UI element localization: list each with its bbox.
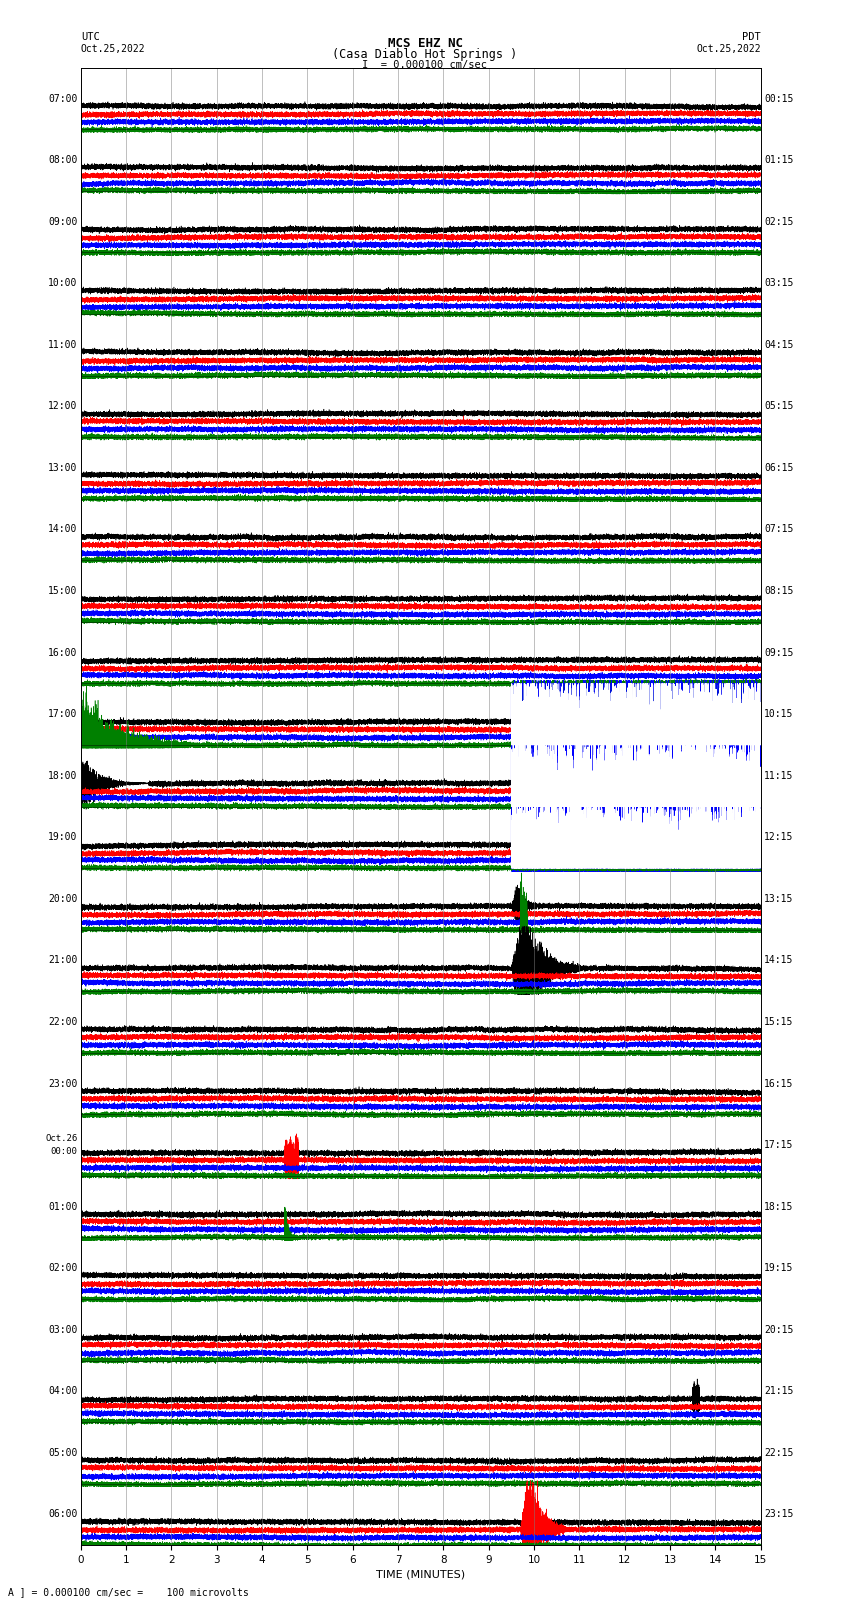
Text: 06:15: 06:15 xyxy=(764,463,794,473)
Text: UTC: UTC xyxy=(81,32,99,42)
Text: 16:00: 16:00 xyxy=(48,647,77,658)
Text: Oct.26: Oct.26 xyxy=(45,1134,77,1144)
Text: 15:15: 15:15 xyxy=(764,1016,794,1027)
Bar xyxy=(512,745,761,806)
Text: 11:15: 11:15 xyxy=(764,771,794,781)
Text: 09:15: 09:15 xyxy=(764,647,794,658)
Text: (Casa Diablo Hot Springs ): (Casa Diablo Hot Springs ) xyxy=(332,48,518,61)
Text: 20:00: 20:00 xyxy=(48,894,77,903)
Text: 23:15: 23:15 xyxy=(764,1510,794,1519)
Text: Oct.25,2022: Oct.25,2022 xyxy=(81,44,145,53)
Text: 16:15: 16:15 xyxy=(764,1079,794,1089)
Text: 14:15: 14:15 xyxy=(764,955,794,966)
Text: 18:15: 18:15 xyxy=(764,1202,794,1211)
Text: 02:15: 02:15 xyxy=(764,216,794,227)
Text: 19:00: 19:00 xyxy=(48,832,77,842)
Text: 12:00: 12:00 xyxy=(48,402,77,411)
Text: 01:15: 01:15 xyxy=(764,155,794,165)
Text: 03:15: 03:15 xyxy=(764,277,794,289)
Text: I  = 0.000100 cm/sec: I = 0.000100 cm/sec xyxy=(362,60,488,69)
Text: 18:00: 18:00 xyxy=(48,771,77,781)
Text: 04:15: 04:15 xyxy=(764,340,794,350)
Text: 17:15: 17:15 xyxy=(764,1140,794,1150)
Text: 13:00: 13:00 xyxy=(48,463,77,473)
Text: 13:15: 13:15 xyxy=(764,894,794,903)
Text: 21:15: 21:15 xyxy=(764,1386,794,1397)
Text: 08:15: 08:15 xyxy=(764,586,794,597)
Text: 09:00: 09:00 xyxy=(48,216,77,227)
Text: 06:00: 06:00 xyxy=(48,1510,77,1519)
Text: 07:15: 07:15 xyxy=(764,524,794,534)
Text: 04:00: 04:00 xyxy=(48,1386,77,1397)
Bar xyxy=(512,684,761,745)
Text: A ] = 0.000100 cm/sec =    100 microvolts: A ] = 0.000100 cm/sec = 100 microvolts xyxy=(8,1587,249,1597)
Text: 08:00: 08:00 xyxy=(48,155,77,165)
Text: 22:15: 22:15 xyxy=(764,1448,794,1458)
Text: 07:00: 07:00 xyxy=(48,94,77,103)
Text: 12:15: 12:15 xyxy=(764,832,794,842)
X-axis label: TIME (MINUTES): TIME (MINUTES) xyxy=(377,1569,465,1579)
Text: 17:00: 17:00 xyxy=(48,710,77,719)
Text: 14:00: 14:00 xyxy=(48,524,77,534)
Text: 05:00: 05:00 xyxy=(48,1448,77,1458)
Text: 01:00: 01:00 xyxy=(48,1202,77,1211)
Text: 10:00: 10:00 xyxy=(48,277,77,289)
Text: 23:00: 23:00 xyxy=(48,1079,77,1089)
Text: 22:00: 22:00 xyxy=(48,1016,77,1027)
Text: 05:15: 05:15 xyxy=(764,402,794,411)
Text: 11:00: 11:00 xyxy=(48,340,77,350)
Text: 02:00: 02:00 xyxy=(48,1263,77,1273)
Text: PDT: PDT xyxy=(742,32,761,42)
Text: 10:15: 10:15 xyxy=(764,710,794,719)
Text: 03:00: 03:00 xyxy=(48,1324,77,1336)
Text: 20:15: 20:15 xyxy=(764,1324,794,1336)
Text: 15:00: 15:00 xyxy=(48,586,77,597)
Text: 19:15: 19:15 xyxy=(764,1263,794,1273)
Bar xyxy=(512,806,761,868)
Text: 00:00: 00:00 xyxy=(50,1147,77,1157)
Text: 21:00: 21:00 xyxy=(48,955,77,966)
Text: MCS EHZ NC: MCS EHZ NC xyxy=(388,37,462,50)
Text: Oct.25,2022: Oct.25,2022 xyxy=(696,44,761,53)
Text: 00:15: 00:15 xyxy=(764,94,794,103)
